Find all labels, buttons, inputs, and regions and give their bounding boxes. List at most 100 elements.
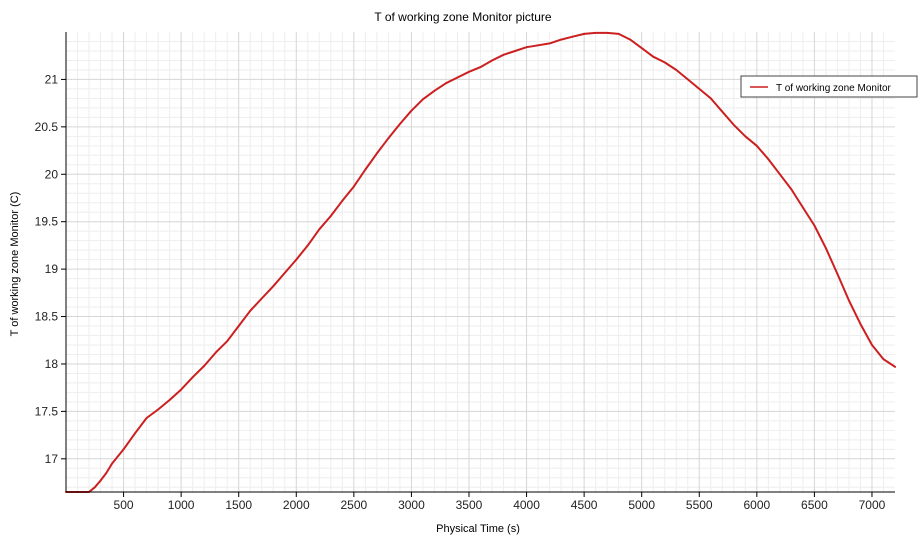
x-tick-label: 2000 — [283, 498, 310, 512]
data-point — [836, 273, 839, 275]
tick-labels: 500 1000 1500 2000 2500 3000 3500 4000 4500 5000 5… — [35, 72, 886, 512]
data-point — [237, 325, 240, 327]
data-point — [894, 365, 896, 368]
y-tick-label: 17.5 — [35, 404, 59, 418]
data-point — [640, 47, 643, 49]
legend-label: T of working zone Monitor — [776, 83, 892, 94]
data-point — [352, 185, 355, 188]
data-point — [663, 61, 666, 64]
data-point — [295, 258, 298, 261]
data-point — [306, 244, 309, 247]
data-point — [571, 35, 574, 38]
y-tick-label: 20.5 — [35, 120, 59, 134]
legend-box — [740, 75, 918, 98]
data-point — [779, 173, 781, 176]
data-point — [721, 110, 724, 113]
x-tick-label: 2500 — [340, 498, 367, 512]
y-axis-label: T of working zone Monitor (C) — [9, 192, 21, 337]
y-tick-label: 18 — [45, 357, 59, 371]
axes — [61, 32, 895, 497]
data-point — [329, 215, 332, 217]
data-point — [203, 365, 206, 367]
data-point — [652, 55, 655, 58]
x-tick-label: 7000 — [859, 498, 886, 512]
data-point — [732, 124, 735, 126]
data-point — [422, 98, 424, 101]
data-point — [168, 399, 171, 401]
data-point — [537, 44, 539, 47]
data-point — [99, 479, 102, 482]
data-point — [767, 158, 770, 161]
data-point — [191, 376, 194, 379]
x-tick-label: 500 — [114, 498, 134, 512]
data-point — [548, 42, 551, 45]
x-tick-label: 5000 — [628, 498, 655, 512]
data-point — [560, 38, 562, 41]
data-point — [629, 38, 632, 41]
y-tick-label: 19.5 — [35, 215, 59, 229]
data-point — [502, 53, 505, 56]
data-point — [709, 97, 712, 100]
data-point — [871, 344, 873, 346]
x-tick-label: 1500 — [225, 498, 252, 512]
data-point — [479, 66, 482, 68]
x-tick-label: 3500 — [456, 498, 483, 512]
data-point — [111, 462, 113, 465]
data-point — [514, 50, 516, 52]
data-point — [456, 76, 459, 79]
data-point — [105, 472, 108, 474]
data-point — [364, 168, 367, 171]
data-point — [698, 88, 701, 90]
data-point — [594, 32, 597, 34]
data-point — [445, 82, 447, 85]
data-point — [134, 432, 137, 435]
data-point — [882, 358, 885, 361]
data-point — [606, 32, 609, 34]
y-tick-label: 18.5 — [35, 310, 59, 324]
y-tick-label: 19 — [45, 262, 59, 276]
data-point — [226, 340, 229, 343]
data-point — [491, 59, 493, 62]
y-tick-label: 21 — [45, 72, 59, 86]
data-point — [318, 228, 321, 231]
data-point — [341, 199, 344, 202]
y-tick-label: 20 — [45, 167, 59, 181]
data-point — [617, 33, 620, 35]
data-point — [410, 109, 413, 112]
x-tick-label: 4000 — [513, 498, 540, 512]
x-tick-label: 3000 — [398, 498, 425, 512]
data-point — [260, 297, 263, 300]
data-point — [376, 152, 378, 155]
x-tick-label: 5500 — [686, 498, 713, 512]
x-tick-label: 6000 — [743, 498, 770, 512]
data-point — [802, 206, 804, 209]
chart-title: T of working zone Monitor picture — [374, 10, 552, 24]
data-point — [813, 224, 816, 227]
data-point — [122, 448, 125, 451]
data-point — [755, 144, 758, 147]
data-point — [157, 408, 160, 411]
x-tick-label: 6500 — [801, 498, 828, 512]
data-point — [859, 323, 862, 325]
y-tick-label: 17 — [45, 452, 59, 466]
data-point — [468, 70, 470, 73]
data-point — [399, 123, 401, 125]
data-point — [214, 351, 217, 354]
x-axis-label: Physical Time (s) — [436, 523, 520, 535]
x-tick-label: 4500 — [571, 498, 598, 512]
data-point — [145, 417, 148, 419]
data-point — [433, 89, 436, 92]
data-point — [387, 137, 390, 140]
data-point — [848, 299, 850, 302]
data-point — [272, 285, 275, 288]
data-point — [675, 69, 678, 71]
data-point — [790, 188, 793, 191]
x-tick-label: 1000 — [168, 498, 195, 512]
data-point — [825, 247, 827, 250]
data-point — [583, 33, 585, 35]
legend: T of working zone Monitor — [740, 75, 918, 98]
data-point — [180, 388, 183, 391]
data-point — [93, 486, 96, 489]
data-point — [283, 272, 286, 274]
